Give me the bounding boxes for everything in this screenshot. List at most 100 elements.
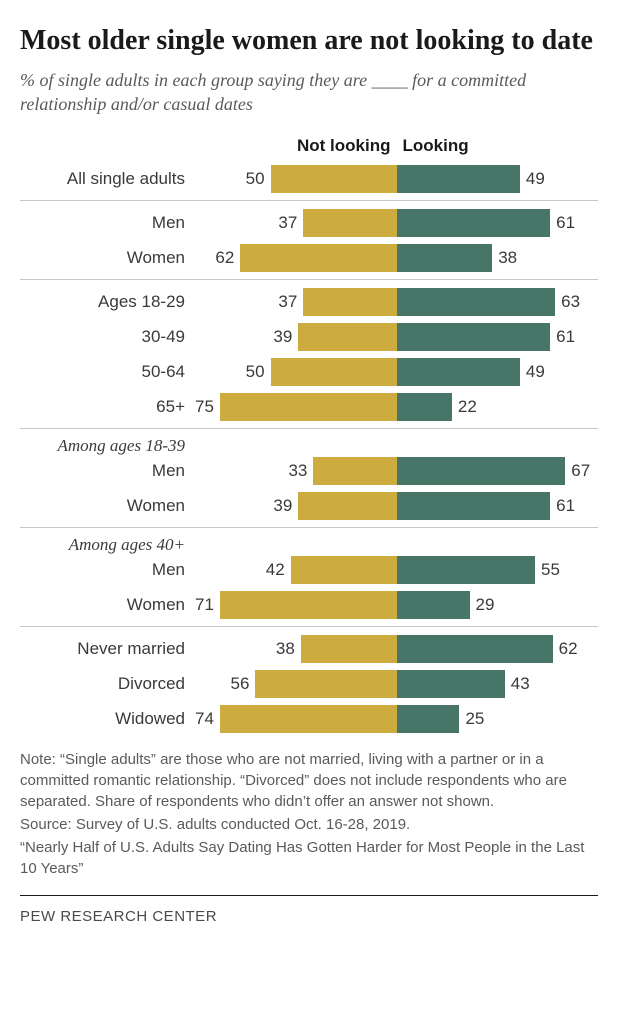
bar-left-wrap: 38 — [195, 635, 397, 663]
bar-not-looking — [271, 358, 397, 386]
bar-area: 50 49 — [195, 165, 598, 193]
bar-area: 7522 — [195, 393, 598, 421]
chart-subtitle: % of single adults in each group saying … — [20, 68, 598, 117]
row-label: Ages 18-29 — [20, 292, 195, 312]
value-not-looking: 33 — [288, 461, 313, 481]
chart-source: Source: Survey of U.S. adults conducted … — [20, 814, 598, 835]
value-not-looking: 42 — [266, 560, 291, 580]
value-not-looking: 50 — [246, 169, 271, 189]
bar-looking — [397, 556, 536, 584]
subtitle-blank: ____ — [372, 70, 408, 90]
bar-area: 39 61 — [195, 492, 598, 520]
bar-right-wrap: 61 — [397, 492, 599, 520]
bar-left-wrap: 39 — [195, 323, 397, 351]
bar-row: Men 33 67 — [20, 454, 598, 487]
bar-not-looking — [313, 457, 396, 485]
bar-looking — [397, 393, 452, 421]
bar-left-wrap: 50 — [195, 165, 397, 193]
bar-area: 56 43 — [195, 670, 598, 698]
value-not-looking: 38 — [276, 639, 301, 659]
value-looking: 38 — [492, 248, 517, 268]
group-divider — [20, 527, 598, 528]
bar-not-looking — [298, 323, 396, 351]
value-not-looking: 56 — [231, 674, 256, 694]
bar-left-wrap: 37 — [195, 209, 397, 237]
bar-area: 50 49 — [195, 358, 598, 386]
bar-looking — [397, 670, 505, 698]
value-not-looking: 37 — [278, 292, 303, 312]
chart-reference: “Nearly Half of U.S. Adults Say Dating H… — [20, 837, 598, 879]
row-label: Divorced — [20, 674, 195, 694]
bar-left-wrap: 37 — [195, 288, 397, 316]
bar-right-wrap: 61 — [397, 209, 599, 237]
row-label: Men — [20, 461, 195, 481]
value-looking: 49 — [520, 362, 545, 382]
bar-row: Widowed74 25 — [20, 702, 598, 735]
row-label: 65+ — [20, 397, 195, 417]
value-looking: 49 — [520, 169, 545, 189]
value-looking: 67 — [565, 461, 590, 481]
value-looking: 61 — [550, 496, 575, 516]
bar-left-wrap: 75 — [195, 393, 397, 421]
bar-not-looking — [220, 393, 397, 421]
bar-right-wrap: 61 — [397, 323, 599, 351]
bar-looking — [397, 165, 520, 193]
value-not-looking: 62 — [215, 248, 240, 268]
group-divider — [20, 626, 598, 627]
row-label: Widowed — [20, 709, 195, 729]
bar-row: Women7129 — [20, 588, 598, 621]
bar-row: Men 42 55 — [20, 553, 598, 586]
bar-looking — [397, 323, 551, 351]
legend-row: Not looking Looking — [20, 136, 598, 156]
bar-not-looking — [303, 288, 396, 316]
group-subhead-row: Among ages 18-39 — [20, 434, 598, 456]
bar-looking — [397, 209, 551, 237]
bar-area: 74 25 — [195, 705, 598, 733]
row-label: Women — [20, 496, 195, 516]
value-not-looking: 71 — [195, 595, 220, 615]
group-subhead-label: Among ages 18-39 — [20, 436, 195, 456]
bar-not-looking — [220, 705, 397, 733]
row-label: Never married — [20, 639, 195, 659]
value-not-looking: 39 — [273, 496, 298, 516]
bar-row: 50-6450 49 — [20, 355, 598, 388]
bar-not-looking — [301, 635, 397, 663]
bar-looking — [397, 635, 553, 663]
bar-right-wrap: 63 — [397, 288, 599, 316]
bar-left-wrap: 50 — [195, 358, 397, 386]
bar-left-wrap: 56 — [195, 670, 397, 698]
bar-area: 7129 — [195, 591, 598, 619]
bar-right-wrap: 55 — [397, 556, 599, 584]
value-looking: 61 — [550, 327, 575, 347]
bar-left-wrap: 33 — [195, 457, 397, 485]
value-looking: 63 — [555, 292, 580, 312]
bar-right-wrap: 49 — [397, 165, 599, 193]
bar-row: Men3761 — [20, 206, 598, 239]
bar-not-looking — [298, 492, 396, 520]
subtitle-pre: % of single adults in each group saying … — [20, 70, 372, 90]
bar-row: Divorced 56 43 — [20, 667, 598, 700]
bar-looking — [397, 591, 470, 619]
row-label: Men — [20, 560, 195, 580]
bar-not-looking — [240, 244, 396, 272]
row-label: Women — [20, 248, 195, 268]
value-looking: 55 — [535, 560, 560, 580]
value-looking: 25 — [459, 709, 484, 729]
value-not-looking: 74 — [195, 709, 220, 729]
bar-right-wrap: 62 — [397, 635, 599, 663]
value-not-looking: 37 — [278, 213, 303, 233]
bar-row: Never married 38 62 — [20, 632, 598, 665]
group-divider — [20, 428, 598, 429]
bar-left-wrap: 39 — [195, 492, 397, 520]
value-not-looking: 75 — [195, 397, 220, 417]
bar-not-looking — [291, 556, 397, 584]
value-looking: 61 — [550, 213, 575, 233]
bar-area: 42 55 — [195, 556, 598, 584]
bar-not-looking — [255, 670, 396, 698]
brand-label: PEW RESEARCH CENTER — [20, 908, 598, 925]
row-label: 50-64 — [20, 362, 195, 382]
bar-area: 62 38 — [195, 244, 598, 272]
bar-area: 33 67 — [195, 457, 598, 485]
bar-looking — [397, 358, 520, 386]
value-looking: 43 — [505, 674, 530, 694]
